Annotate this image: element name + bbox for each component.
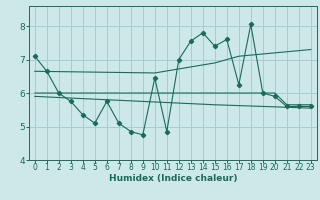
X-axis label: Humidex (Indice chaleur): Humidex (Indice chaleur): [108, 174, 237, 183]
